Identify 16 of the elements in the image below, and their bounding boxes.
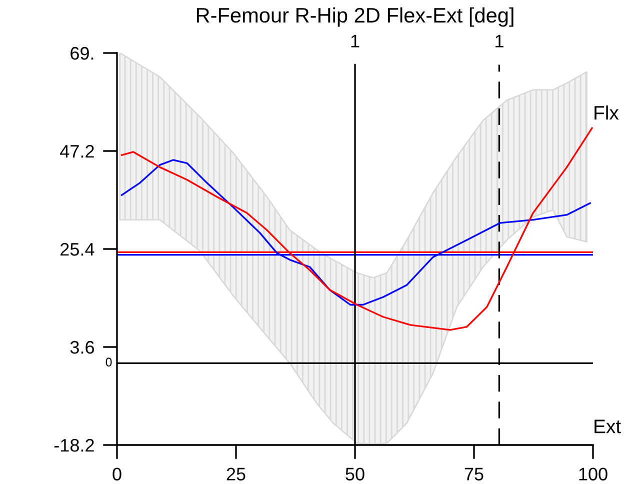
y-tick-label: 3.6 — [70, 340, 94, 354]
text: Flx — [594, 105, 619, 120]
y-tick-label: 69. — [70, 46, 94, 60]
x-tick-label: 75 — [464, 468, 484, 480]
x-tick-label: 25 — [226, 468, 246, 480]
chart-title: R-Femour R-Hip 2D Flex-Ext [deg] — [196, 7, 514, 27]
y-tick-label: 25.4 — [60, 242, 94, 256]
x-tick-label: 0 — [112, 468, 122, 480]
y-tick-label: 47.2 — [60, 144, 94, 158]
x-tick-label: 100 — [579, 468, 608, 480]
ref-line-label: 0 — [106, 358, 112, 367]
y-tick-label: -18.2 — [54, 438, 94, 452]
text: Ext — [594, 420, 621, 434]
text: 1 — [351, 34, 360, 48]
text: 1 — [496, 34, 504, 48]
x-tick-label: 50 — [346, 468, 364, 480]
